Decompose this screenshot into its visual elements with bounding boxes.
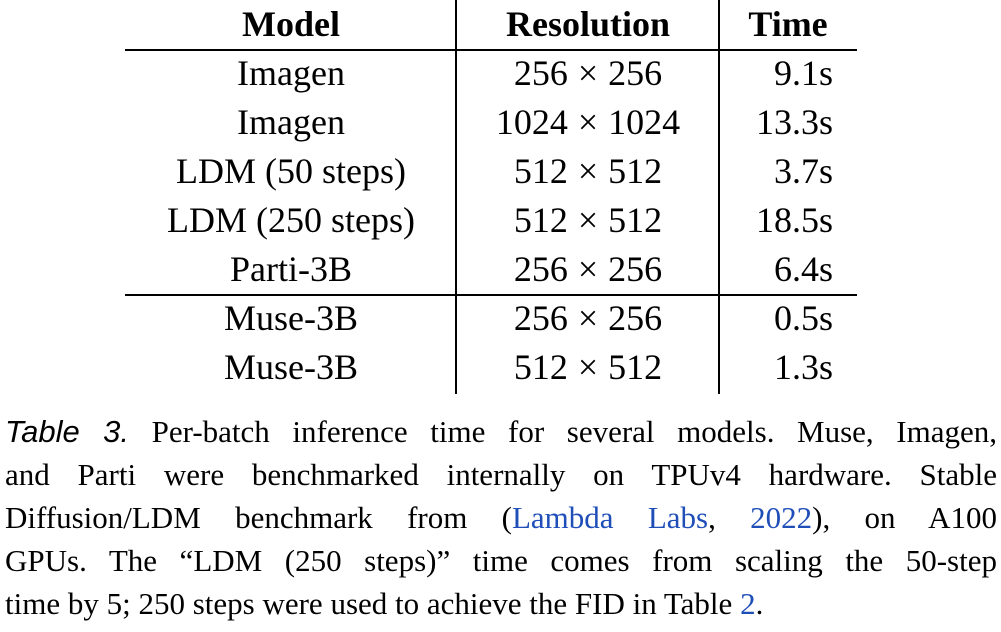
time-cell: 13.3s [755, 102, 833, 142]
header-model: Model [242, 4, 340, 44]
table-row: Imagen 1024 × 1024 13.3s [125, 98, 857, 147]
resolution-cell: 256 × 256 [513, 53, 663, 93]
table-reference-link[interactable]: 2 [740, 586, 756, 621]
caption-line: Table 3. Per-batch inference time for se… [5, 414, 997, 449]
table-caption: Table 3. Per-batch inference time for se… [5, 410, 997, 625]
resolution-cell: 512 × 512 [513, 347, 663, 387]
resolution-cell: 1024 × 1024 [495, 102, 681, 142]
column-divider [718, 0, 720, 394]
header-resolution: Resolution [505, 4, 671, 44]
time-cell: 1.3s [773, 347, 833, 387]
caption-line: and Parti were benchmarked internally on… [5, 457, 997, 492]
table-row: Parti-3B 256 × 256 6.4s [125, 245, 857, 294]
header-rule [125, 49, 857, 51]
time-cell: 9.1s [773, 53, 833, 93]
resolution-cell: 256 × 256 [513, 249, 663, 289]
time-cell: 18.5s [755, 200, 833, 240]
table-row: LDM (250 steps) 512 × 512 18.5s [125, 196, 857, 245]
citation-link-author[interactable]: Lambda Labs [511, 500, 709, 535]
resolution-cell: 512 × 512 [513, 200, 663, 240]
model-cell: Imagen [237, 53, 345, 93]
caption-line: Diffusion/LDM benchmark from (Lambda Lab… [5, 500, 998, 535]
table-row: Muse-3B 256 × 256 0.5s [125, 294, 857, 343]
citation-link-year[interactable]: 2022 [750, 500, 813, 535]
model-cell: Parti-3B [230, 249, 352, 289]
header-time: Time [748, 4, 828, 44]
table-body: Model Resolution Time Imagen 256 × 256 9.1… [125, 0, 857, 392]
table-row: LDM (50 steps) 512 × 512 3.7s [125, 147, 857, 196]
table-row: Imagen 256 × 256 9.1s [125, 49, 857, 98]
time-cell: 6.4s [773, 249, 833, 289]
caption-label: Table 3. [5, 414, 130, 449]
model-cell: LDM (50 steps) [176, 151, 406, 191]
time-cell: 0.5s [773, 298, 833, 338]
time-cell: 3.7s [773, 151, 833, 191]
model-cell: Muse-3B [224, 298, 358, 338]
resolution-cell: 256 × 256 [513, 298, 663, 338]
table-row: Muse-3B 512 × 512 1.3s [125, 343, 857, 392]
model-cell: Imagen [237, 102, 345, 142]
group-rule [125, 294, 857, 296]
caption-line: GPUs. The “LDM (250 steps)” time comes f… [5, 543, 997, 578]
model-cell: LDM (250 steps) [167, 200, 415, 240]
model-cell: Muse-3B [224, 347, 358, 387]
resolution-cell: 512 × 512 [513, 151, 663, 191]
caption-line: time by 5; 250 steps were used to achiev… [5, 586, 764, 621]
table-header-row: Model Resolution Time [125, 0, 857, 49]
column-divider [455, 0, 457, 394]
